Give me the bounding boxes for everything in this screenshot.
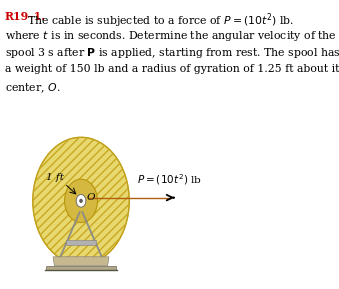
Polygon shape	[53, 257, 109, 266]
Text: $P = (10t^2)$ lb: $P = (10t^2)$ lb	[137, 172, 202, 187]
Circle shape	[33, 137, 129, 264]
Text: The cable is subjected to a force of $P = (10t^2)$ lb.: The cable is subjected to a force of $P …	[26, 11, 294, 29]
Text: a weight of 150 lb and a radius of gyration of 1.25 ft about its: a weight of 150 lb and a radius of gyrat…	[4, 64, 339, 73]
Text: spool 3 s after $\mathbf{P}$ is applied, starting from rest. The spool has: spool 3 s after $\mathbf{P}$ is applied,…	[4, 46, 339, 60]
Text: where $t$ is in seconds. Determine the angular velocity of the: where $t$ is in seconds. Determine the a…	[4, 29, 336, 42]
Polygon shape	[46, 266, 116, 270]
Text: center, $O$.: center, $O$.	[4, 81, 60, 95]
Circle shape	[76, 194, 86, 207]
Text: 1 ft: 1 ft	[46, 173, 64, 182]
Polygon shape	[60, 212, 80, 257]
Circle shape	[80, 199, 82, 203]
Text: R19–1.: R19–1.	[4, 11, 45, 22]
Polygon shape	[65, 240, 97, 244]
Text: O: O	[86, 193, 95, 202]
Polygon shape	[82, 212, 102, 257]
Circle shape	[64, 179, 98, 223]
